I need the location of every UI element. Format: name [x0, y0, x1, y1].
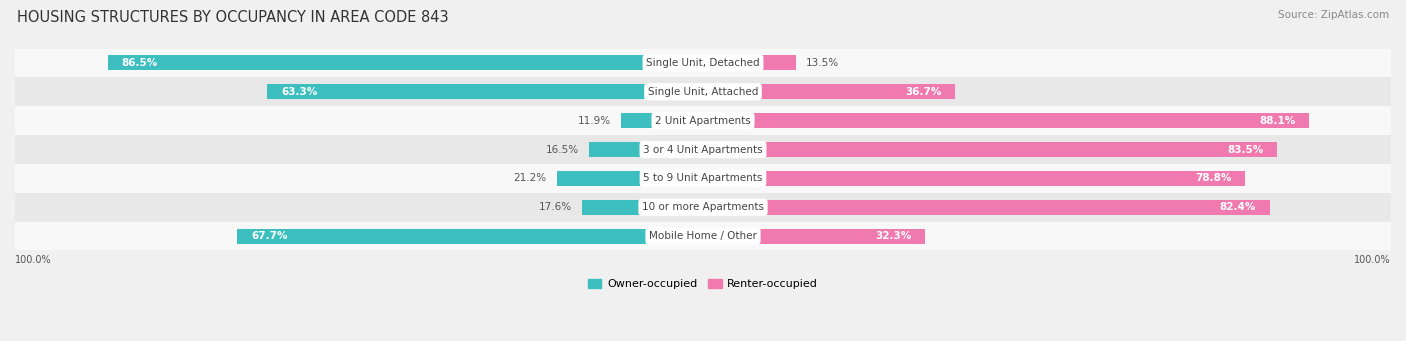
- Bar: [108, 56, 703, 71]
- Bar: [15, 48, 1391, 77]
- Legend: Owner-occupied, Renter-occupied: Owner-occupied, Renter-occupied: [583, 274, 823, 294]
- Bar: [15, 106, 1391, 135]
- Bar: [15, 164, 1391, 193]
- Text: 13.5%: 13.5%: [806, 58, 839, 68]
- Text: 82.4%: 82.4%: [1220, 202, 1256, 212]
- Text: Single Unit, Attached: Single Unit, Attached: [648, 87, 758, 97]
- Text: 3 or 4 Unit Apartments: 3 or 4 Unit Apartments: [643, 145, 763, 154]
- Text: 88.1%: 88.1%: [1260, 116, 1295, 126]
- Bar: [267, 84, 703, 99]
- Text: 5 to 9 Unit Apartments: 5 to 9 Unit Apartments: [644, 173, 762, 183]
- Bar: [15, 193, 1391, 222]
- Text: 36.7%: 36.7%: [905, 87, 942, 97]
- Text: Mobile Home / Other: Mobile Home / Other: [650, 231, 756, 241]
- Text: 78.8%: 78.8%: [1195, 173, 1232, 183]
- Text: 100.0%: 100.0%: [1354, 255, 1391, 265]
- Text: HOUSING STRUCTURES BY OCCUPANCY IN AREA CODE 843: HOUSING STRUCTURES BY OCCUPANCY IN AREA …: [17, 10, 449, 25]
- Bar: [703, 113, 1309, 128]
- Text: 17.6%: 17.6%: [538, 202, 572, 212]
- Text: 32.3%: 32.3%: [875, 231, 911, 241]
- Bar: [15, 135, 1391, 164]
- Bar: [238, 228, 703, 243]
- Text: 2 Unit Apartments: 2 Unit Apartments: [655, 116, 751, 126]
- Bar: [703, 228, 925, 243]
- Bar: [621, 113, 703, 128]
- Text: Single Unit, Detached: Single Unit, Detached: [647, 58, 759, 68]
- Text: Source: ZipAtlas.com: Source: ZipAtlas.com: [1278, 10, 1389, 20]
- Bar: [703, 142, 1278, 157]
- Bar: [703, 171, 1246, 186]
- Text: 100.0%: 100.0%: [15, 255, 52, 265]
- Bar: [589, 142, 703, 157]
- Bar: [15, 77, 1391, 106]
- Text: 83.5%: 83.5%: [1227, 145, 1264, 154]
- Bar: [703, 56, 796, 71]
- Text: 21.2%: 21.2%: [513, 173, 547, 183]
- Bar: [557, 171, 703, 186]
- Text: 10 or more Apartments: 10 or more Apartments: [643, 202, 763, 212]
- Bar: [15, 222, 1391, 250]
- Text: 11.9%: 11.9%: [578, 116, 610, 126]
- Bar: [703, 200, 1270, 215]
- Text: 16.5%: 16.5%: [546, 145, 579, 154]
- Text: 86.5%: 86.5%: [122, 58, 157, 68]
- Bar: [582, 200, 703, 215]
- Text: 67.7%: 67.7%: [252, 231, 287, 241]
- Text: 63.3%: 63.3%: [281, 87, 318, 97]
- Bar: [703, 84, 956, 99]
